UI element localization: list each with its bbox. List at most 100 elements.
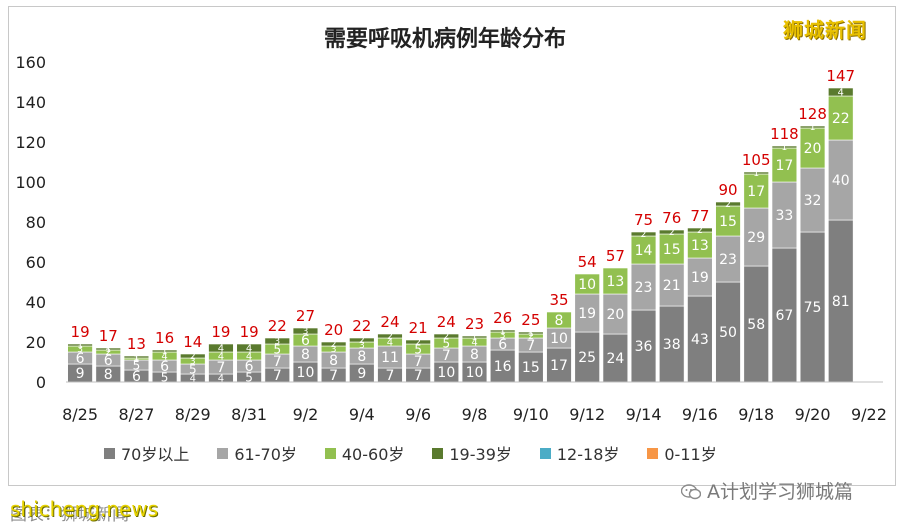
segment-label: 10 <box>466 365 484 381</box>
segment-label: 1 <box>162 347 168 357</box>
segment-label: 67 <box>775 308 793 324</box>
segment-label: 3 <box>303 327 309 337</box>
bar-segment <box>264 337 290 345</box>
total-label: 77 <box>690 207 709 225</box>
segment-label: 19 <box>691 270 709 286</box>
segment-label: 1 <box>528 329 534 339</box>
bar-segment <box>180 353 206 359</box>
segment-label: 50 <box>719 325 737 341</box>
segment-label: 4 <box>838 88 844 99</box>
bar-segment <box>320 341 347 347</box>
x-tick-label: 8/27 <box>118 405 154 424</box>
segment-label: 1 <box>500 327 506 337</box>
x-tick-label: 9/6 <box>405 405 431 424</box>
bar-segment <box>630 263 657 311</box>
wechat-icon <box>680 483 702 499</box>
bar-segment <box>349 337 375 343</box>
total-label: 22 <box>352 317 371 335</box>
segment-label: 36 <box>635 339 653 355</box>
x-tick-label: 9/18 <box>738 405 774 424</box>
bar-segment <box>630 235 657 265</box>
bar-segment <box>489 329 516 333</box>
segment-label: 38 <box>663 337 681 353</box>
segment-label: 3 <box>359 341 365 351</box>
y-tick-label: 160 <box>15 53 46 72</box>
total-label: 128 <box>798 105 827 123</box>
segment-label: 5 <box>245 370 253 384</box>
legend-swatch <box>217 447 229 459</box>
y-axis: 0 20 40 60 80 100 120 140 160 <box>15 53 46 392</box>
segment-label: 81 <box>832 294 850 310</box>
segment-label: 6 <box>498 337 507 353</box>
total-label: 22 <box>268 317 287 335</box>
segment-label: 4 <box>190 374 196 385</box>
bar-segment <box>715 201 741 207</box>
segment-label: 2 <box>359 336 365 346</box>
x-tick-label: 8/29 <box>175 405 211 424</box>
segment-label: 17 <box>775 158 793 174</box>
bar-segment <box>95 347 121 351</box>
bar-segment <box>687 231 713 259</box>
segment-label: 40 <box>832 173 850 189</box>
bar-segment <box>687 295 713 383</box>
segment-label: 4 <box>471 338 477 349</box>
segment-label: 1 <box>782 143 788 153</box>
segment-label: 2 <box>105 348 111 358</box>
total-label: 26 <box>493 309 512 327</box>
segment-label: 15 <box>719 214 737 230</box>
segment-label: 4 <box>218 374 224 385</box>
x-tick-label: 9/10 <box>513 405 549 424</box>
segment-label: 7 <box>386 368 395 384</box>
segment-label: 8 <box>104 367 113 383</box>
segment-label: 2 <box>443 332 449 342</box>
segment-label: 7 <box>526 338 535 354</box>
segment-label: 4 <box>218 344 224 355</box>
x-tick-label: 8/25 <box>62 405 98 424</box>
total-label: 16 <box>155 329 174 347</box>
legend-item: 19-39岁 <box>432 441 512 465</box>
x-tick-label: 9/8 <box>462 405 488 424</box>
bar-segment <box>123 355 150 359</box>
segment-label: 5 <box>414 342 422 356</box>
segment-label: 23 <box>635 280 653 296</box>
y-tick-label: 0 <box>36 373 46 392</box>
y-tick-label: 40 <box>26 293 46 312</box>
bar-segment <box>715 235 741 283</box>
segment-label: 4 <box>387 338 393 349</box>
segment-label: 7 <box>273 354 282 370</box>
bar-segment <box>433 333 460 339</box>
bar-segment <box>687 227 713 233</box>
bar-segment <box>799 125 826 129</box>
segment-label: 5 <box>189 362 197 376</box>
bar-segment <box>799 127 826 169</box>
segment-label: 1 <box>105 345 111 355</box>
bar-segment <box>461 335 488 339</box>
segment-label: 17 <box>747 184 765 200</box>
bar-segment <box>292 327 319 335</box>
segment-label: 3 <box>500 331 506 341</box>
y-tick-label: 120 <box>15 133 46 152</box>
segment-label: 4 <box>246 344 252 355</box>
segment-label: 2 <box>697 226 703 236</box>
segment-label: 32 <box>804 193 822 209</box>
segment-label: 7 <box>216 360 225 376</box>
segment-label: 24 <box>606 351 624 367</box>
total-label: 19 <box>240 323 259 341</box>
segment-label: 16 <box>494 359 512 375</box>
total-label: 118 <box>770 125 799 143</box>
bar-segment <box>828 219 854 383</box>
bar-segment <box>546 311 572 329</box>
bar-segment <box>659 229 685 235</box>
bar-segment <box>405 339 431 345</box>
segment-label: 2 <box>387 332 393 342</box>
legend: 70岁以上 61-70岁 40-60岁 19-39岁 12-18岁 0-11岁 <box>104 441 717 465</box>
bar-segment <box>771 145 798 149</box>
segment-label: 75 <box>804 300 822 316</box>
segment-label: 22 <box>832 111 850 127</box>
segment-label: 1 <box>810 123 816 133</box>
segment-label: 1 <box>472 333 478 343</box>
segment-label: 11 <box>381 350 399 366</box>
total-label: 24 <box>380 313 399 331</box>
legend-item: 61-70岁 <box>217 441 297 465</box>
segment-label: 4 <box>246 352 252 363</box>
